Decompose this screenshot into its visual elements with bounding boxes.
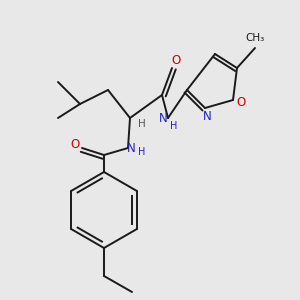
- Text: N: N: [159, 112, 167, 124]
- Text: N: N: [202, 110, 211, 122]
- Text: H: H: [170, 121, 178, 131]
- Text: O: O: [70, 137, 80, 151]
- Text: H: H: [138, 119, 146, 129]
- Text: H: H: [138, 147, 146, 157]
- Text: O: O: [171, 55, 181, 68]
- Text: N: N: [127, 142, 135, 154]
- Text: O: O: [236, 95, 246, 109]
- Text: CH₃: CH₃: [245, 33, 265, 43]
